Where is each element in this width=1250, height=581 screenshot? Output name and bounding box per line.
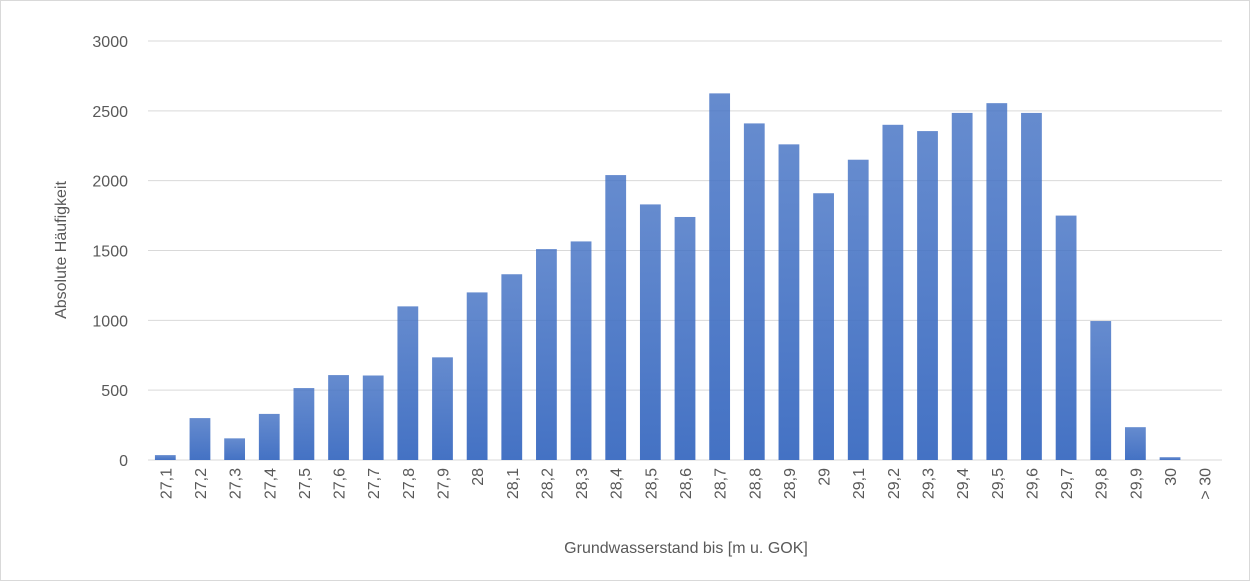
x-tick-label: 28,1 [505, 468, 522, 499]
y-tick-label: 2500 [92, 104, 128, 121]
x-tick-label: 29,2 [886, 468, 903, 499]
y-tick-label: 3000 [92, 34, 128, 51]
bar [570, 241, 592, 460]
x-tick-label: 27,4 [262, 468, 279, 499]
x-tick-label: 29,1 [851, 468, 868, 499]
y-tick-label: 1500 [92, 244, 128, 261]
bar [813, 193, 834, 460]
x-axis-label: Grundwasserstand bis [m u. GOK] [564, 540, 808, 557]
bar [605, 175, 627, 460]
x-tick-label: > 30 [1198, 468, 1215, 500]
x-tick-label: 28,8 [747, 468, 764, 499]
bar [778, 144, 800, 460]
x-tick-label: 28 [470, 468, 487, 486]
bar [1055, 215, 1077, 460]
bar [882, 124, 904, 461]
bar [501, 274, 523, 460]
y-axis-label: Absolute Häufigkeit [53, 181, 70, 319]
x-tick-label: 29,5 [990, 468, 1007, 499]
bar [432, 357, 453, 460]
x-tick-label: 28,3 [574, 468, 591, 499]
x-tick-label: 29,9 [1128, 468, 1145, 499]
y-tick-label: 1000 [92, 313, 128, 330]
y-tick-label: 2000 [92, 174, 128, 191]
x-tick-label: 30 [1163, 468, 1180, 486]
bar [189, 418, 211, 460]
bar [1159, 457, 1181, 460]
bar [536, 249, 557, 460]
x-tick-label: 29 [817, 468, 834, 486]
bar [154, 455, 176, 460]
bar [328, 375, 349, 460]
x-tick-label: 29,3 [921, 468, 938, 499]
bar [709, 93, 731, 460]
bar [639, 204, 661, 460]
y-tick-label: 0 [119, 453, 128, 470]
bar [951, 112, 973, 460]
x-tick-label: 28,9 [782, 468, 799, 499]
x-tick-label: 27,7 [366, 468, 383, 499]
x-tick-label: 27,1 [158, 468, 175, 499]
bar [1124, 427, 1146, 460]
x-tick-label: 28,5 [643, 468, 660, 499]
x-tick-label: 27,6 [332, 468, 349, 499]
bar [224, 438, 246, 460]
bar [1021, 112, 1042, 460]
x-tick-label: 29,7 [1059, 468, 1076, 499]
bar [258, 413, 280, 460]
bar [293, 388, 315, 460]
x-tick-label: 28,7 [713, 468, 730, 499]
x-tick-label: 29,8 [1094, 468, 1111, 499]
x-tick-label: 27,5 [297, 468, 314, 499]
bar [1090, 321, 1112, 460]
x-tick-label: 29,6 [1024, 468, 1041, 499]
x-tick-label: 27,9 [435, 468, 452, 499]
x-tick-label: 29,4 [955, 468, 972, 499]
bar [986, 103, 1008, 460]
bar [674, 216, 696, 460]
bar [917, 131, 938, 460]
bar [397, 306, 419, 460]
x-tick-label: 27,3 [228, 468, 245, 499]
x-tick-label: 28,2 [539, 468, 556, 499]
x-tick-label: 27,2 [193, 468, 210, 499]
bar [847, 159, 869, 460]
x-tick-label: 28,4 [609, 468, 626, 499]
bar [466, 292, 488, 460]
bar [362, 375, 384, 460]
x-tick-label: 27,8 [401, 468, 418, 499]
x-tick-label: 28,6 [678, 468, 695, 499]
bar [743, 123, 765, 461]
y-tick-label: 500 [101, 383, 128, 400]
